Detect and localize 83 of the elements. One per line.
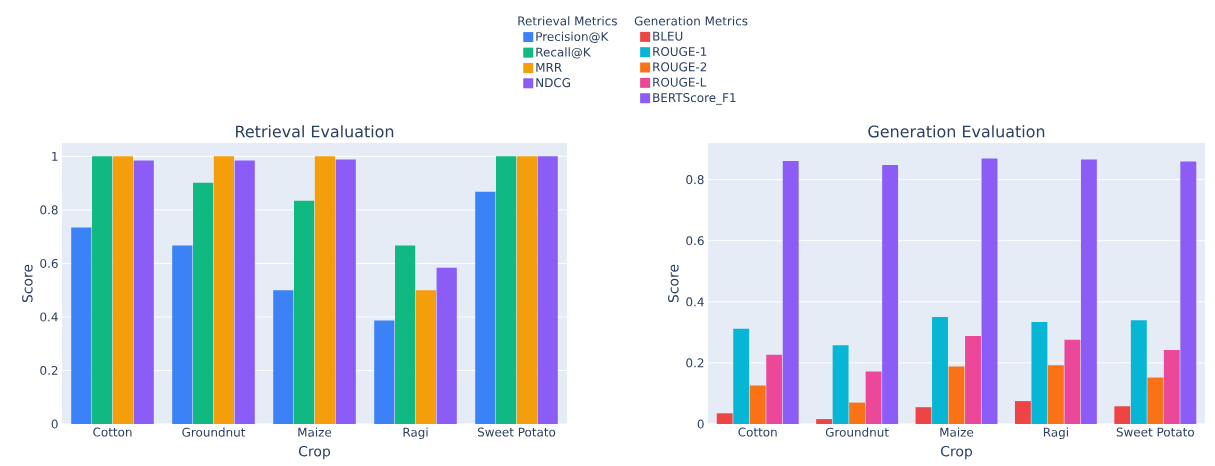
bar — [981, 158, 998, 424]
bar — [1114, 406, 1131, 424]
bar — [172, 245, 193, 424]
bar — [1047, 365, 1064, 424]
bar — [112, 156, 134, 424]
x-tick-label: Ragi — [403, 427, 428, 440]
bar — [1080, 159, 1097, 424]
x-tick-label: Sweet Potato — [477, 427, 556, 437]
bar — [782, 161, 799, 424]
bar — [965, 336, 981, 424]
x-axis-title: Crop — [941, 445, 973, 460]
y-tick-label: 0.6 — [40, 258, 58, 268]
y-tick-label: 0.4 — [686, 297, 704, 307]
bar — [749, 385, 766, 424]
legend-label: MRR — [536, 62, 562, 72]
bar — [766, 354, 783, 424]
x-tick-label: Groundnut — [825, 427, 889, 437]
bar — [436, 267, 457, 424]
y-tick-label: 0.6 — [686, 236, 704, 246]
bar — [1147, 377, 1164, 424]
bar — [1180, 161, 1197, 424]
legend-label: ROUGE-2 — [653, 62, 707, 72]
bar — [273, 290, 294, 424]
bar — [733, 328, 750, 424]
bar — [475, 191, 496, 424]
y-tick-label: 0.4 — [40, 312, 58, 322]
bar — [1163, 350, 1180, 424]
bar — [374, 320, 395, 424]
bar — [948, 366, 965, 424]
bar — [234, 160, 255, 424]
bar — [133, 160, 154, 424]
bar — [1064, 339, 1081, 424]
legend-label: Precision@K — [536, 31, 609, 43]
bar — [832, 345, 849, 424]
y-tick-label: 0.2 — [40, 365, 58, 375]
chart-title: Retrieval Evaluation — [236, 125, 394, 138]
bar — [1031, 321, 1048, 424]
y-tick-label: 0.8 — [686, 175, 704, 185]
x-tick-label: Sweet Potato — [1116, 427, 1194, 437]
legend-label: Recall@K — [536, 47, 591, 59]
x-tick-label: Cotton — [93, 427, 132, 437]
x-tick-label: Ragi — [1043, 427, 1068, 440]
bar — [915, 407, 932, 424]
legend-title: Retrieval Metrics — [518, 16, 617, 26]
bar — [849, 402, 866, 424]
chart-title: Generation Evaluation — [868, 125, 1045, 138]
bar — [1014, 401, 1031, 424]
bar — [213, 156, 235, 424]
y-tick-label: 0.2 — [686, 358, 704, 368]
bar — [395, 245, 416, 424]
bar — [516, 156, 538, 424]
legend-label: ROUGE-1 — [653, 46, 707, 57]
bar — [92, 156, 113, 424]
bar — [882, 164, 899, 424]
x-tick-label: Groundnut — [182, 427, 246, 437]
bar — [1130, 320, 1147, 424]
x-axis-title: Crop — [299, 445, 331, 460]
bar — [816, 419, 833, 424]
legend-label: BLEU — [653, 31, 683, 41]
y-axis-title: Score — [668, 264, 679, 303]
x-tick-label: Maize — [298, 427, 332, 437]
bar — [193, 182, 214, 424]
legend-label: BERTScore_F1 — [653, 93, 736, 105]
bar — [932, 317, 948, 424]
legend-title: Generation Metrics — [634, 16, 748, 26]
y-tick-label: 0 — [697, 419, 704, 429]
legend-label: NDCG — [536, 78, 570, 88]
bar — [537, 156, 558, 424]
x-tick-label: Cotton — [738, 427, 777, 437]
x-tick-label: Maize — [940, 427, 974, 437]
bar — [496, 156, 517, 424]
bar — [415, 290, 437, 424]
y-axis-title: Score — [22, 264, 33, 303]
legend-label: ROUGE-L — [653, 77, 707, 87]
bar — [865, 371, 882, 424]
bar — [335, 159, 356, 424]
bar — [716, 413, 733, 424]
y-tick-label: 0.8 — [40, 205, 58, 215]
y-tick-label: 0 — [51, 419, 58, 429]
y-tick-label: 1 — [52, 152, 58, 161]
bar — [294, 200, 315, 424]
bar — [314, 156, 336, 424]
bar — [71, 227, 92, 424]
